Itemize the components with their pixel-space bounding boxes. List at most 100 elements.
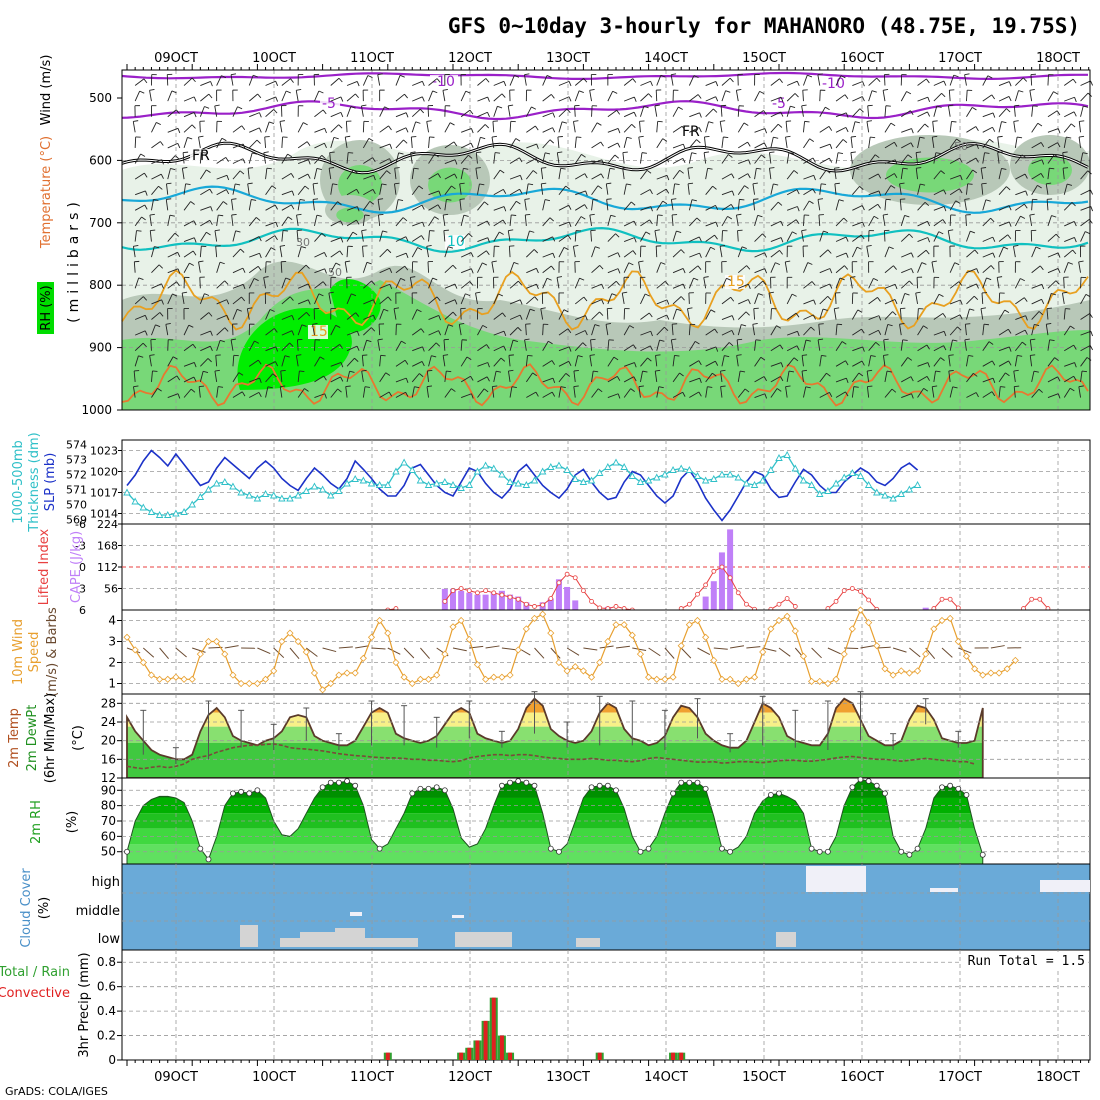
surface-wind-barb — [192, 647, 206, 653]
wind-barb — [933, 80, 945, 86]
wind-barb — [314, 268, 325, 274]
wind-barb-flag — [340, 376, 344, 382]
wind-barb — [1030, 74, 1033, 86]
li-point — [532, 604, 537, 609]
wind-barb-flag — [633, 376, 637, 382]
wind-speed-point — [750, 673, 759, 681]
wind-barb — [330, 124, 339, 133]
wind-barb — [542, 112, 554, 118]
wind-barb-flag — [894, 142, 898, 147]
wind-barb — [803, 299, 814, 305]
thickness-point — [856, 472, 865, 479]
wind-barb — [1063, 325, 1071, 336]
wind-barb — [1015, 190, 1026, 196]
wind-barb — [525, 230, 530, 242]
wind-barb — [428, 277, 433, 289]
thickness-point — [815, 490, 824, 497]
wind-barb-flag — [633, 96, 637, 102]
wind-barb-flag — [259, 112, 262, 118]
wind-barb-flag — [209, 220, 213, 225]
wind-barb-flag — [622, 291, 628, 294]
wind-barb-flag — [992, 252, 996, 258]
wind-barb-flag — [697, 265, 702, 270]
wind-barb-flag — [275, 81, 279, 86]
wind-barb-flag — [502, 189, 507, 194]
wind-barb — [232, 170, 241, 180]
wind-barb-flag — [1070, 123, 1076, 128]
wind-barb-flag — [878, 330, 882, 335]
thickness-point — [734, 473, 743, 481]
wind-barb — [621, 293, 625, 304]
wind-barb-flag — [779, 344, 784, 350]
wind-barb-flag — [823, 230, 829, 234]
top-day-label: 12OCT — [448, 51, 492, 66]
rh2-tick-label: 90 — [101, 783, 116, 797]
wind-barb — [735, 90, 739, 102]
wind-barb — [134, 136, 137, 148]
wind-barb-flag — [597, 388, 603, 393]
thickness-point — [897, 490, 906, 497]
wind-barb-flag — [437, 173, 441, 179]
wind-barb-flag — [972, 169, 978, 174]
wind-barb — [1047, 142, 1058, 149]
temp-label-4: (°C) — [71, 725, 86, 751]
wind-barb — [542, 377, 554, 383]
wind-barb-flag — [1049, 339, 1055, 342]
rh2-point — [588, 784, 595, 791]
wind-barb — [265, 373, 274, 383]
wind-barb-flag — [389, 158, 393, 164]
wind-barb — [1031, 199, 1033, 211]
cloud-block — [365, 938, 418, 947]
wind-barb — [851, 372, 860, 383]
wind-barb — [819, 183, 822, 195]
wind-barb-flag — [370, 327, 376, 332]
wind-barb-flag — [550, 265, 555, 271]
wind-barb-flag — [596, 122, 602, 126]
wind-barb-flag — [373, 315, 376, 320]
wind-barb-flag — [568, 81, 572, 87]
wind-barb — [558, 80, 570, 86]
wind-barb-flag — [687, 307, 693, 310]
wind-speed-point — [156, 675, 164, 683]
wind-speed-point — [930, 625, 938, 633]
top-day-label: 10OCT — [252, 51, 296, 66]
wind-barb — [363, 314, 374, 320]
cloud-block — [335, 928, 365, 947]
wind-barb — [346, 231, 354, 242]
wind-barb — [509, 340, 514, 351]
wind-barb — [948, 355, 951, 367]
wind-barb-flag — [141, 216, 146, 221]
wind-barb — [216, 214, 219, 226]
wind-barb-flag — [936, 105, 942, 108]
wind-barb-flag — [983, 323, 989, 326]
wind-barb — [314, 168, 318, 180]
wind-barb — [689, 360, 699, 367]
wind-barb-flag — [840, 75, 846, 79]
wind-barb — [786, 371, 790, 382]
wind-barb — [819, 391, 830, 398]
wind-barb — [444, 185, 452, 195]
rh-contour-label-30: 30 — [296, 236, 310, 249]
wind-speed-point — [604, 637, 612, 646]
wind-barb-flag — [222, 201, 228, 205]
wind-barb-flag — [938, 293, 944, 297]
wind-barb — [525, 324, 527, 336]
wind-barb-flag — [795, 219, 800, 225]
wind-barb-flag — [540, 307, 546, 310]
wind-barb — [605, 183, 609, 195]
wind-barb — [949, 74, 955, 86]
wind-barb — [834, 168, 837, 180]
wind-barb-flag — [744, 388, 750, 393]
wind-barb — [801, 370, 804, 382]
wind-barb — [151, 264, 160, 274]
wind-barb — [574, 296, 585, 305]
temp-tick-label: 12 — [101, 771, 116, 785]
wind-barb — [998, 221, 1010, 227]
wind-barb — [509, 188, 520, 196]
wind-barb-flag — [177, 268, 181, 274]
wind-barb-flag — [209, 346, 213, 351]
wind-barb-flag — [682, 143, 686, 149]
wind-barb — [525, 183, 529, 195]
wind-barb — [183, 388, 192, 398]
wind-barb — [265, 235, 276, 242]
